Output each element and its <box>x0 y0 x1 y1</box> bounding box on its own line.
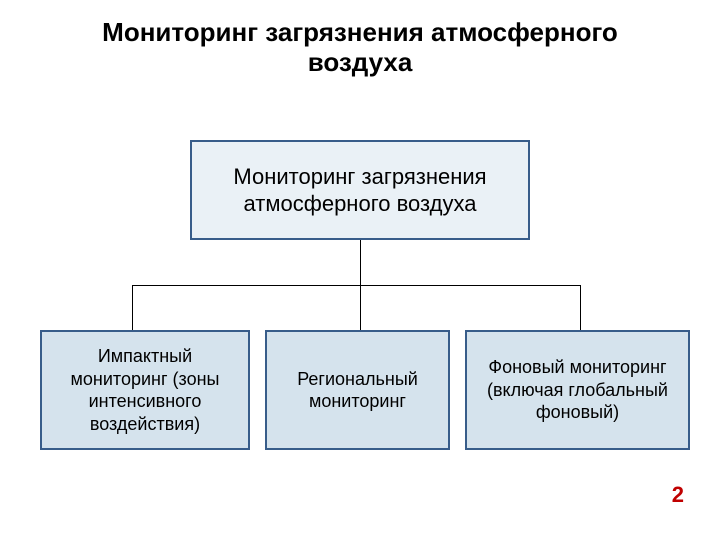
diagram-root: Мониторинг загрязнения атмосферного возд… <box>190 140 530 240</box>
diagram-child-label: Импактный мониторинг (зоны интенсивного … <box>52 345 238 435</box>
diagram-child-label: Региональный мониторинг <box>277 368 438 413</box>
slide-title: Мониторинг загрязнения атмосферного возд… <box>60 18 660 78</box>
connector-drop-0 <box>132 285 133 330</box>
diagram-child-impact: Импактный мониторинг (зоны интенсивного … <box>40 330 250 450</box>
diagram-child-background: Фоновый мониторинг (включая глобальный ф… <box>465 330 690 450</box>
connector-bar <box>132 285 580 286</box>
diagram-child-regional: Региональный мониторинг <box>265 330 450 450</box>
diagram-root-label: Мониторинг загрязнения атмосферного возд… <box>202 163 518 218</box>
connector-drop-1 <box>360 285 361 330</box>
connector-trunk <box>360 240 361 285</box>
page-number: 2 <box>672 482 684 508</box>
connector-drop-2 <box>580 285 581 330</box>
diagram-child-label: Фоновый мониторинг (включая глобальный ф… <box>477 356 678 424</box>
